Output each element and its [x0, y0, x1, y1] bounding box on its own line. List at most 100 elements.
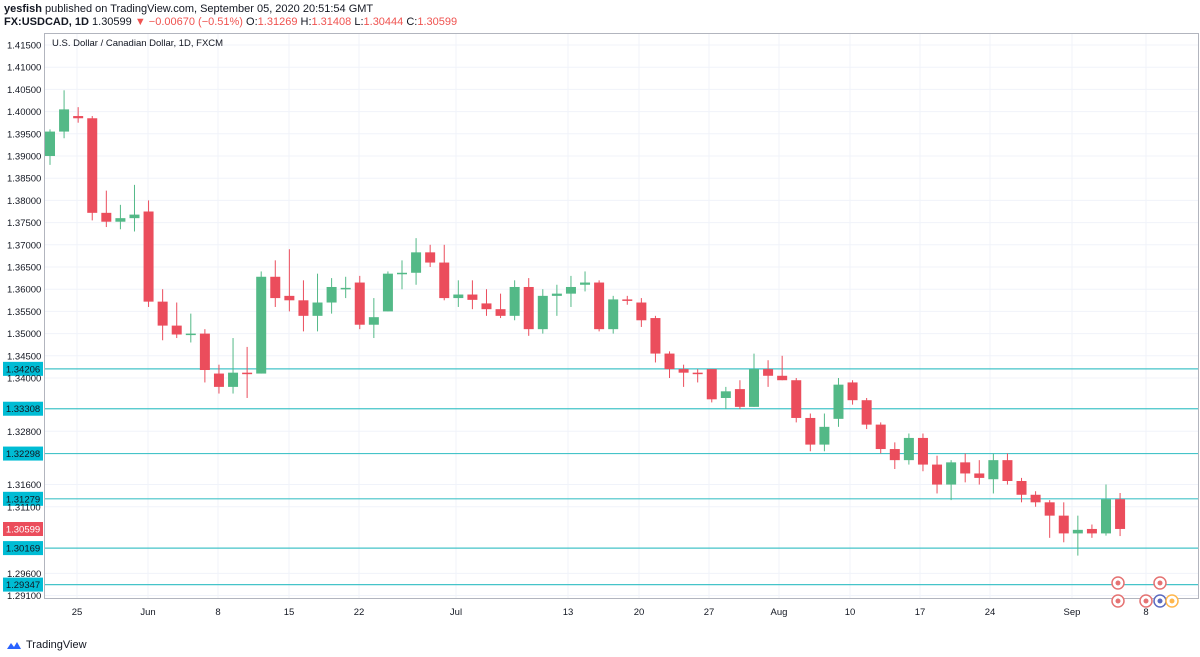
ohlc-legend: FX:USDCAD, 1D 1.30599 ▼ −0.00670 (−0.51%…: [4, 16, 457, 28]
open-label: O:: [246, 16, 258, 28]
footer: TradingView: [0, 633, 1200, 657]
candle-body: [481, 303, 492, 310]
candle-body: [650, 318, 661, 354]
level-tag: [3, 446, 43, 461]
level-tag-label: 1.34206: [6, 364, 40, 375]
candle-body: [875, 424, 886, 450]
candle-body: [340, 287, 351, 290]
candle-body: [354, 282, 365, 325]
publish-info: yesfish published on TradingView.com, Se…: [4, 3, 373, 15]
candle-body: [382, 273, 393, 312]
y-tick-label: 1.34500: [7, 351, 41, 362]
candle-body: [791, 380, 802, 418]
candle-body: [889, 449, 900, 461]
y-tick-label: 1.36000: [7, 285, 41, 296]
y-tick-label: 1.29600: [7, 569, 41, 580]
candle-body: [312, 302, 323, 316]
y-tick-label: 1.41500: [7, 41, 41, 52]
level-tag-label: 1.29347: [6, 580, 40, 591]
x-tick-label: Aug: [771, 607, 788, 618]
y-tick-label: 1.39000: [7, 152, 41, 163]
y-tick-label: 1.35000: [7, 329, 41, 340]
level-tag: [3, 577, 43, 592]
candle-body: [523, 286, 534, 330]
level-tag-label: 1.30169: [6, 544, 40, 555]
y-tick-label: 1.41000: [7, 63, 41, 74]
event-flag-dot: [1115, 580, 1121, 586]
candle-body: [608, 299, 619, 330]
x-tick-label: 10: [845, 607, 856, 618]
candle-body: [453, 294, 464, 299]
candle-body: [777, 375, 788, 381]
candle-body: [87, 118, 98, 213]
y-tick-label: 1.36500: [7, 263, 41, 274]
candle-body: [143, 211, 154, 302]
candle-body: [678, 369, 689, 373]
candle-body: [495, 309, 506, 316]
candle-body: [115, 218, 126, 222]
tradingview-logo[interactable]: TradingView: [6, 639, 87, 651]
candle-body: [213, 373, 224, 387]
x-tick-label: Jun: [140, 607, 155, 618]
candle-body: [509, 286, 520, 316]
open-value: 1.31269: [257, 16, 298, 28]
event-flag-dot: [1169, 598, 1175, 604]
candle-body: [157, 301, 168, 326]
candle-body: [101, 212, 112, 222]
candle-body: [960, 462, 971, 474]
plot-border: [44, 33, 1199, 599]
low-label: L:: [354, 16, 364, 28]
candle-body: [720, 391, 731, 398]
candle-body: [565, 286, 576, 294]
grid: [45, 34, 1198, 598]
y-tick-label: 1.38500: [7, 174, 41, 185]
candle-body: [1058, 515, 1069, 534]
high-value: 1.31408: [311, 16, 352, 28]
x-tick-label: 15: [284, 607, 295, 618]
candle-body: [946, 462, 957, 485]
candle-body: [636, 302, 647, 321]
event-flag-dot: [1157, 580, 1163, 586]
x-tick-label: 8: [215, 607, 220, 618]
level-tag-label: 1.33308: [6, 404, 40, 415]
candle-body: [1030, 494, 1041, 503]
level-tag: [3, 491, 43, 506]
event-flag-dot: [1157, 598, 1163, 604]
candle-body: [903, 437, 914, 461]
candle-body: [129, 214, 140, 219]
y-axis: 1.41500 1.41000 1.40500 1.40000 1.39500 1.390…: [3, 41, 43, 602]
candlestick-chart[interactable]: U.S. Dollar / Canadian Dollar, 1D, FXCM …: [0, 33, 1200, 631]
x-tick-label: 27: [704, 607, 715, 618]
y-tick-label: 1.35500: [7, 307, 41, 318]
candle-body: [537, 295, 548, 330]
chart-frame[interactable]: U.S. Dollar / Canadian Dollar, 1D, FXCM …: [0, 33, 1200, 631]
y-tick-label: 1.37500: [7, 218, 41, 229]
y-tick-label: 1.40000: [7, 107, 41, 118]
candle-body: [1072, 529, 1083, 534]
candle-body: [917, 437, 928, 465]
event-markers[interactable]: [1111, 576, 1179, 608]
last-price-label: 1.30599: [6, 525, 40, 536]
y-tick-label: 1.38000: [7, 196, 41, 207]
level-tag: [3, 541, 43, 556]
x-tick-label: 13: [563, 607, 574, 618]
x-tick-label: Sep: [1064, 607, 1081, 618]
candle-body: [425, 252, 436, 263]
candle-body: [988, 460, 999, 480]
author-name[interactable]: yesfish: [4, 3, 42, 15]
level-tag: [3, 401, 43, 416]
tradingview-brand: TradingView: [26, 639, 87, 651]
y-tick-label: 1.31100: [7, 502, 41, 513]
y-tick-label: 1.37000: [7, 240, 41, 251]
candle-body: [45, 131, 55, 156]
chart-title: U.S. Dollar / Canadian Dollar, 1D, FXCM: [52, 38, 223, 49]
candle-body: [819, 426, 830, 445]
last-price-tag: [3, 522, 43, 537]
y-tick-label: 1.39500: [7, 129, 41, 140]
candle-body: [622, 299, 633, 301]
candle-body: [664, 353, 675, 370]
candle-body: [397, 272, 407, 275]
candle-body: [59, 109, 70, 132]
candle-body: [171, 325, 182, 335]
candle-body: [580, 282, 591, 285]
